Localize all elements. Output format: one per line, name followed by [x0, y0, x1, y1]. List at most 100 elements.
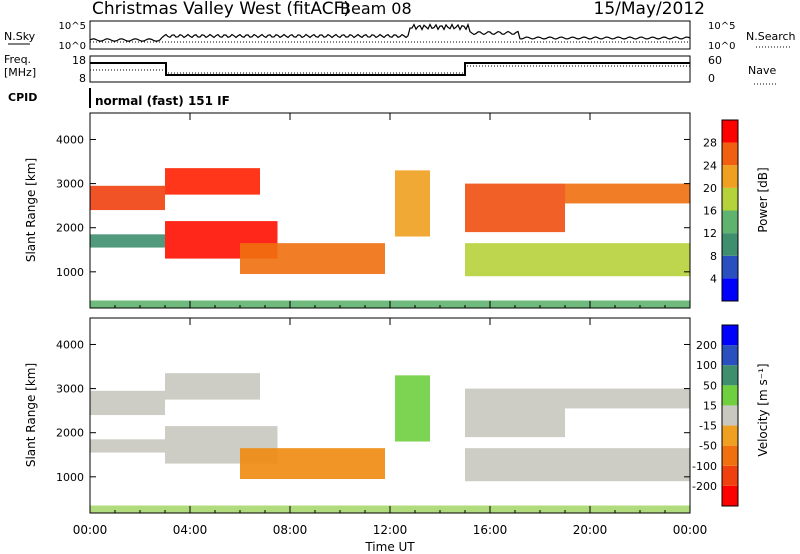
velocity-colorbar-tick: -200	[692, 480, 717, 493]
velocity-band	[465, 448, 690, 482]
velocity-colorbar-segment	[722, 485, 738, 506]
nave-label: Nave	[748, 64, 776, 77]
velocity-band	[465, 388, 565, 438]
velocity-colorbar-tick: 200	[696, 339, 717, 352]
power-colorbar-tick: 28	[703, 137, 717, 150]
power-colorbar-segment	[722, 278, 738, 301]
velocity-bands	[90, 373, 690, 513]
nave-tick-bottom: 0	[708, 72, 715, 85]
power-ytick-label: 2000	[56, 222, 84, 235]
time-tick-label: 00:00	[73, 523, 108, 537]
velocity-ytick-label: 3000	[56, 383, 84, 396]
cpid-value: normal (fast) 151 IF	[95, 94, 230, 108]
velocity-colorbar-segment	[722, 325, 738, 346]
velocity-plot-bg	[90, 318, 690, 513]
nsearch-tick-top: 10^5	[708, 21, 735, 32]
velocity-band	[395, 375, 430, 442]
velocity-colorbar-tick: -15	[699, 420, 717, 433]
power-colorbar-segment	[722, 165, 738, 188]
power-band	[565, 183, 690, 204]
velocity-colorbar-tick: 15	[703, 399, 717, 412]
power-colorbar-tick: 8	[710, 250, 717, 263]
velocity-band	[90, 390, 165, 416]
cpid-label: CPID	[8, 91, 37, 104]
time-axis-title: Time UT	[364, 540, 415, 554]
velocity-xticks	[89, 318, 691, 513]
freq-label: Freq.	[4, 53, 31, 66]
power-band	[90, 185, 165, 211]
velocity-colorbar-tick: -50	[699, 440, 717, 453]
time-tick-label: 08:00	[273, 523, 308, 537]
nsearch-tick-bottom: 10^0	[708, 41, 735, 52]
power-colorbar-tick: 16	[703, 205, 717, 218]
velocity-yticks: 4000 3000 2000 1000	[56, 338, 690, 484]
power-colorbar-tick: 12	[703, 227, 717, 240]
nsky-trace	[89, 22, 691, 42]
nave-trace	[90, 65, 690, 74]
power-band	[465, 243, 690, 277]
power-band	[465, 183, 565, 233]
freq-frame	[89, 55, 691, 83]
power-plot-bg	[90, 113, 690, 308]
power-colorbar-tick: 24	[703, 159, 717, 172]
power-band	[395, 170, 430, 237]
freq-tick-top: 18	[72, 54, 86, 67]
velocity-colorbar-segment	[722, 405, 738, 426]
power-band	[90, 234, 165, 248]
velocity-ytick-label: 4000	[56, 338, 84, 351]
velocity-colorbar-segment	[722, 365, 738, 386]
power-colorbar: 28 24 20 16 12 8 4	[703, 119, 739, 302]
power-ytick-label: 4000	[56, 133, 84, 146]
power-bands	[90, 168, 690, 308]
power-colorbar-segment	[722, 187, 738, 211]
beam-label: Beam 08	[340, 0, 412, 18]
time-tick-label: 20:00	[573, 523, 608, 537]
time-axis-labels: 00:00 04:00 08:00 12:00 16:00 20:00 00:00	[73, 523, 708, 537]
velocity-band	[240, 448, 385, 480]
velocity-colorbar-tick: -100	[692, 460, 717, 473]
velocity-ytick-label: 1000	[56, 471, 84, 484]
power-colorbar-segment	[722, 233, 738, 256]
power-panel: 4000 3000 2000 1000 Slant Range [km] 28 24 20…	[24, 112, 770, 309]
nsearch-label: N.Search	[746, 30, 796, 43]
power-band	[165, 168, 260, 195]
velocity-colorbar-segment	[722, 385, 738, 406]
power-colorbar-tick: 4	[710, 272, 717, 285]
nsky-label: N.Sky	[4, 30, 36, 43]
station-title: Christmas Valley West (fitACF)	[92, 0, 350, 19]
velocity-colorbar: 200 100 50 15 -15 -50 -100 -200	[692, 324, 739, 507]
freq-unit: [MHz]	[4, 66, 36, 79]
power-colorbar-segment	[722, 120, 738, 143]
velocity-band	[165, 373, 260, 400]
power-colorbar-segment	[722, 142, 738, 166]
power-ytick-label: 3000	[56, 178, 84, 191]
time-tick-label: 12:00	[373, 523, 408, 537]
velocity-colorbar-segment	[722, 445, 738, 466]
time-tick-label: 16:00	[473, 523, 508, 537]
power-xticks	[89, 113, 691, 308]
velocity-colorbar-tick: 50	[703, 379, 717, 392]
time-tick-label: 04:00	[173, 523, 208, 537]
velocity-colorbar-frame	[721, 324, 739, 507]
date-label: 15/May/2012	[594, 0, 706, 19]
freq-panel: Freq. [MHz] 18 8 60 0 Nave	[4, 53, 778, 85]
velocity-colorbar-tick: 100	[696, 359, 717, 372]
nsky-tick-bottom: 10^0	[59, 41, 86, 52]
velocity-band	[90, 439, 165, 453]
nsky-frame	[89, 20, 691, 50]
power-colorbar-segment	[722, 255, 738, 279]
nsky-tick-top: 10^5	[59, 21, 86, 32]
freq-trace	[90, 62, 690, 76]
power-ylabel: Slant Range [km]	[24, 158, 38, 262]
power-colorbar-segment	[722, 210, 738, 234]
time-tick-label: 00:00	[673, 523, 708, 537]
power-colorbar-label: Power [dB]	[756, 167, 770, 232]
power-colorbar-frame	[721, 119, 739, 302]
velocity-band	[565, 388, 690, 409]
velocity-colorbar-segment	[722, 425, 738, 446]
nave-tick-top: 60	[708, 54, 722, 67]
power-colorbar-tick: 20	[703, 182, 717, 195]
nsky-panel: N.Sky 10^5 10^0 10^5 10^0 N.Search	[4, 20, 796, 52]
power-yticks: 4000 3000 2000 1000	[56, 133, 690, 279]
